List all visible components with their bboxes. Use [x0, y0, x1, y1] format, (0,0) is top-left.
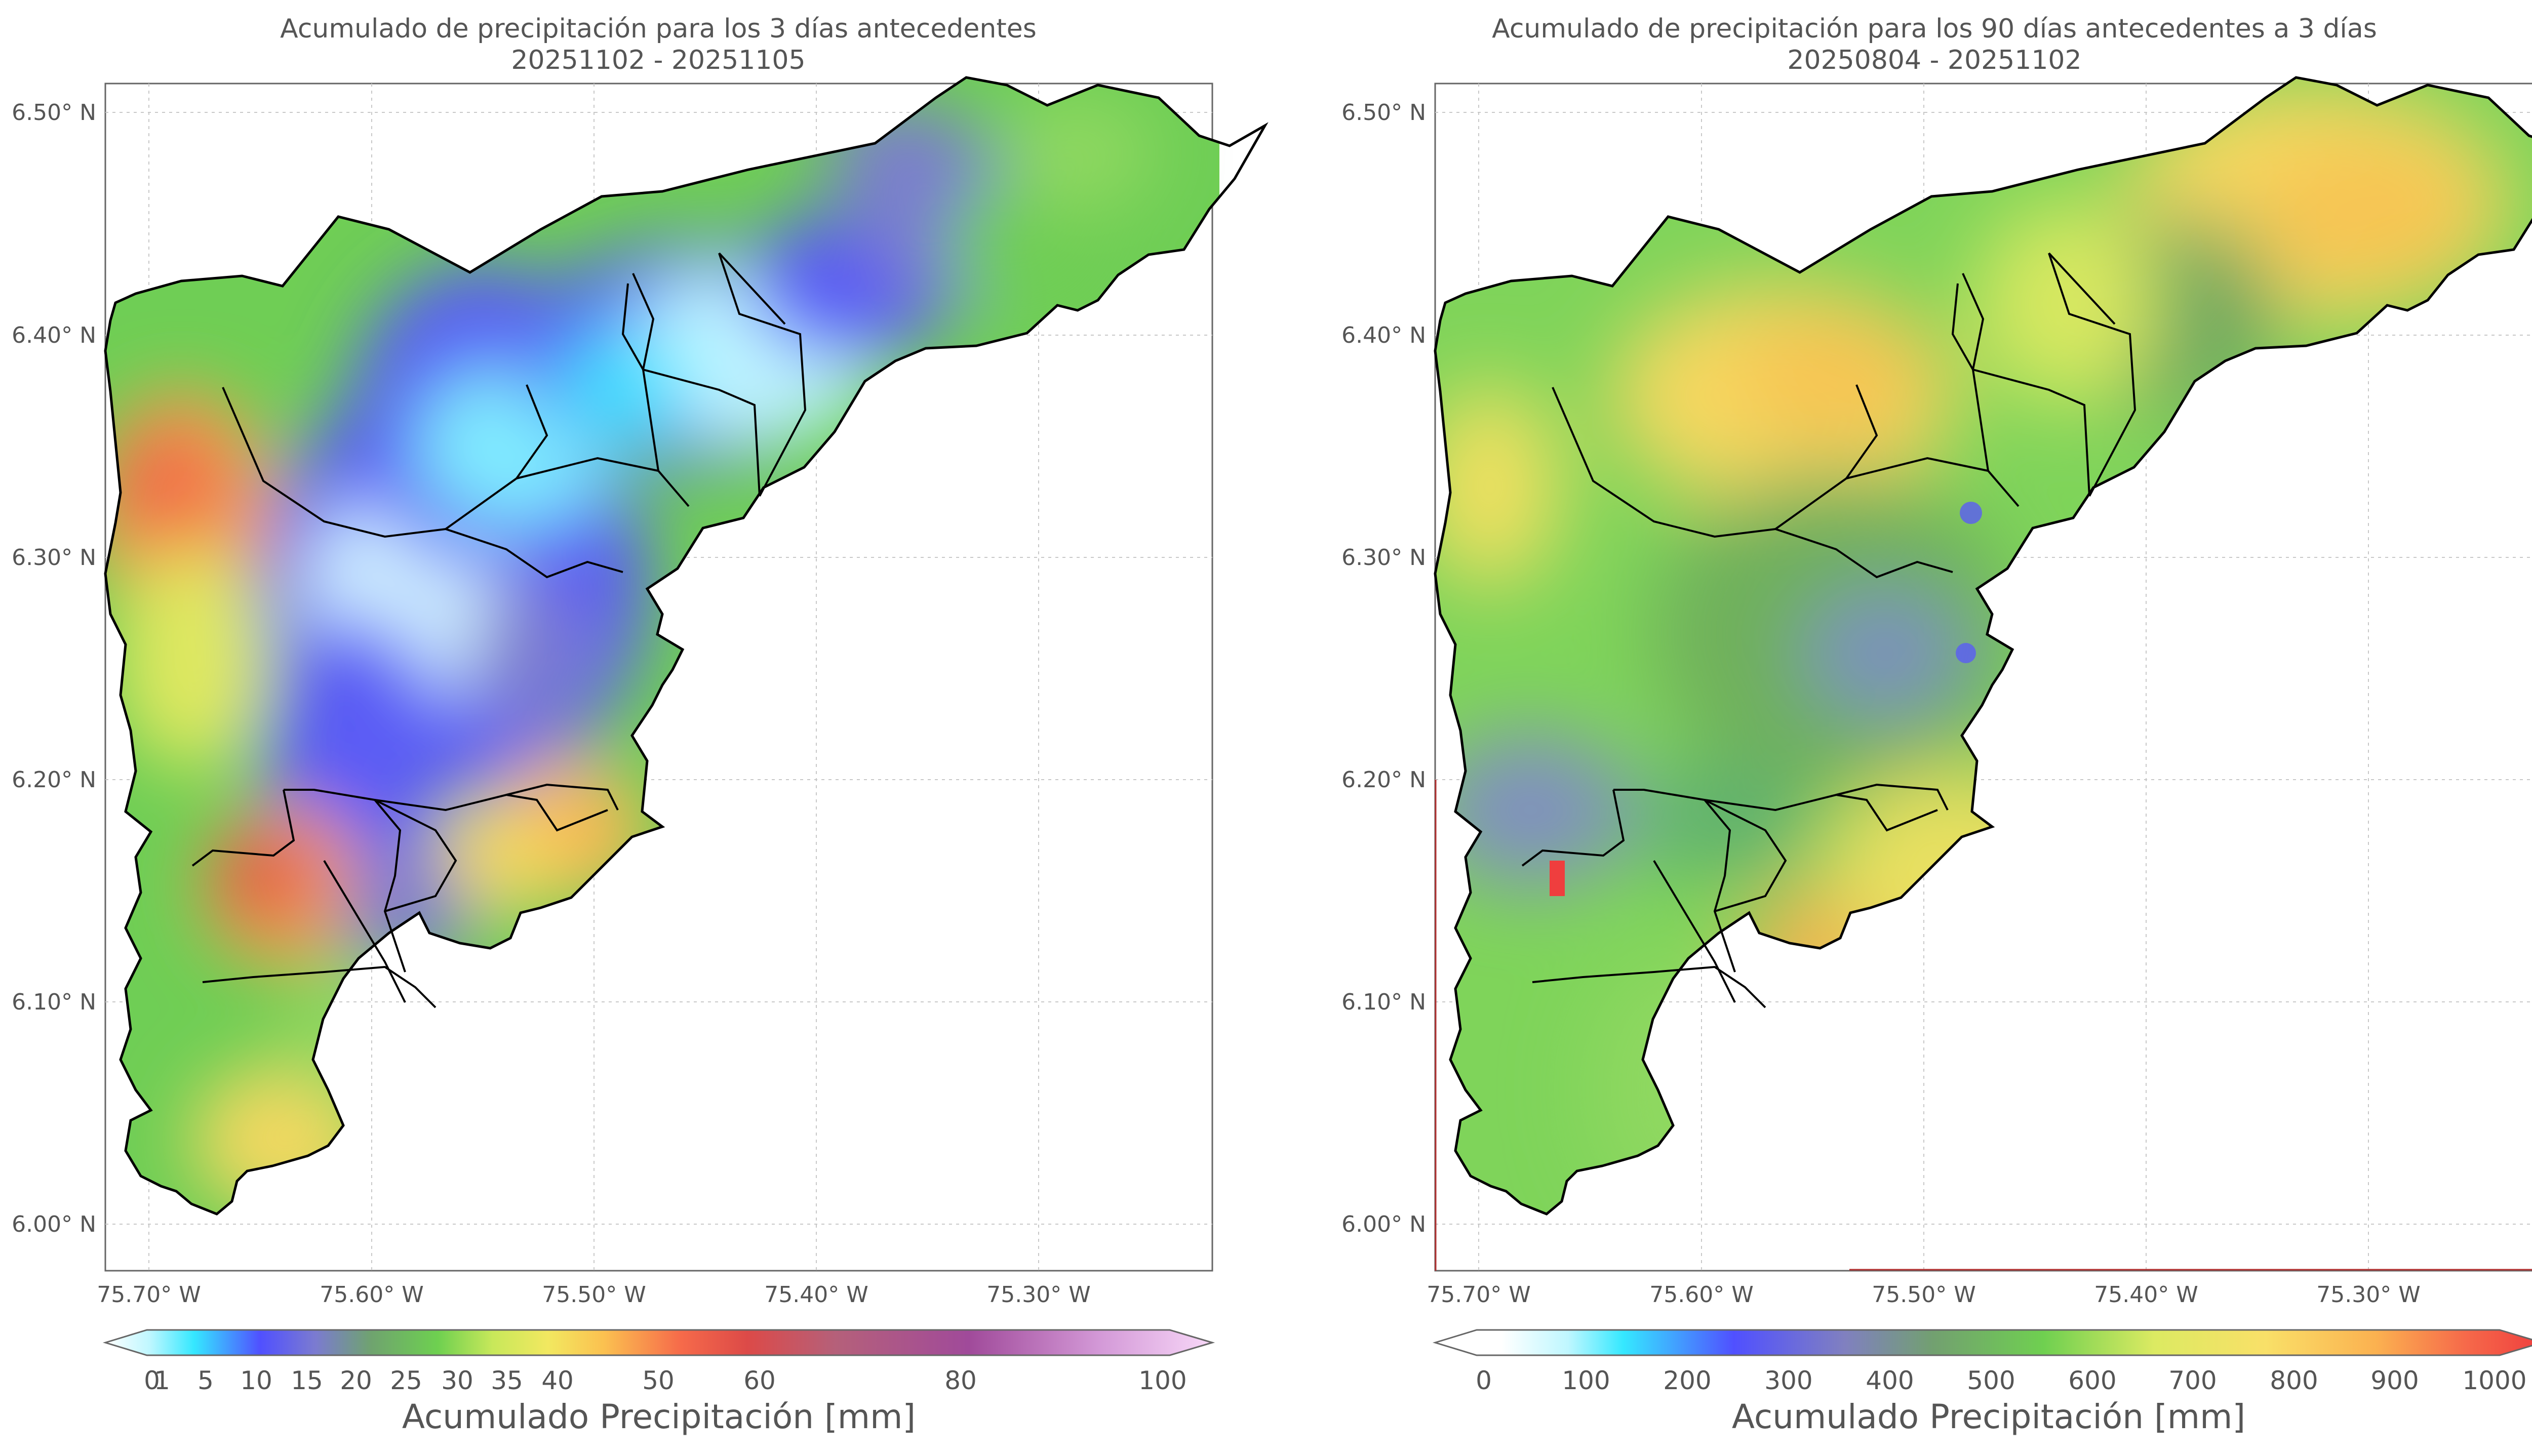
- left-cb-tick: 0: [144, 1366, 160, 1395]
- left-cb-tick: 30: [441, 1366, 473, 1395]
- right-lat-tick: 6.50° N: [1341, 100, 1426, 126]
- left-lat-tick: 6.10° N: [12, 989, 96, 1015]
- right-lon-tick: 75.50° W: [1872, 1282, 1975, 1308]
- right-hotspot: [1550, 861, 1565, 896]
- left-cb-tick: 15: [291, 1366, 323, 1395]
- right-lon-tick: 75.30° W: [2316, 1282, 2420, 1308]
- right-lon-ticks: 75.70° W 75.60° W 75.50° W 75.40° W 75.3…: [1427, 1282, 2420, 1308]
- left-cb-tick: 1: [154, 1366, 170, 1395]
- left-cb-tick: 5: [197, 1366, 214, 1395]
- left-cb-tick: 50: [642, 1366, 675, 1395]
- right-cb-tick: 0: [1476, 1366, 1492, 1395]
- right-lon-tick: 75.70° W: [1427, 1282, 1530, 1308]
- left-cb-tick: 25: [390, 1366, 422, 1395]
- right-lon-tick: 75.40° W: [2094, 1282, 2198, 1308]
- left-subbasin-lines: [191, 252, 807, 1008]
- right-title: Acumulado de precipitación para los 90 d…: [1377, 13, 2491, 76]
- right-title-line1: Acumulado de precipitación para los 90 d…: [1492, 14, 2377, 44]
- right-cb-tick: 800: [2270, 1366, 2318, 1395]
- right-lat-tick: 6.40° N: [1341, 322, 1426, 348]
- right-colorbar: [1432, 1329, 2532, 1356]
- left-lat-tick: 6.00° N: [12, 1211, 96, 1237]
- right-colorbar-bar: [1432, 1329, 2532, 1356]
- right-cb-tick: 400: [1866, 1366, 1914, 1395]
- right-cb-tick: 700: [2168, 1366, 2217, 1395]
- right-title-line2: 20250804 - 20251102: [1787, 45, 2082, 75]
- right-lat-ticks: 6.50° N 6.40° N 6.30° N 6.20° N 6.10° N …: [1341, 100, 1426, 1237]
- right-cb-tick: 200: [1663, 1366, 1712, 1395]
- right-cb-tick: 300: [1764, 1366, 1813, 1395]
- right-cb-tick: 100: [1562, 1366, 1610, 1395]
- left-cb-tick: 20: [340, 1366, 372, 1395]
- right-lat-tick: 6.10° N: [1341, 989, 1426, 1015]
- right-colorbar-label: Acumulado Precipitación [mm]: [1731, 1397, 2246, 1436]
- left-lat-tick: 6.40° N: [12, 322, 96, 348]
- right-cb-tick: 500: [1967, 1366, 2015, 1395]
- left-title-line2: 20251102 - 20251105: [511, 45, 806, 75]
- right-lat-tick: 6.00° N: [1341, 1211, 1426, 1237]
- left-cb-tick: 100: [1138, 1366, 1187, 1395]
- left-lon-tick: 75.30° W: [986, 1282, 1090, 1308]
- right-lat-tick: 6.30° N: [1341, 545, 1426, 571]
- right-lat-tick: 6.20° N: [1341, 767, 1426, 793]
- left-lat-tick: 6.30° N: [12, 545, 96, 571]
- right-cb-tick: 900: [2370, 1366, 2419, 1395]
- left-lon-ticks: 75.70° W 75.60° W 75.50° W 75.40° W 75.3…: [97, 1282, 1090, 1308]
- left-lat-ticks: 6.50° N 6.40° N 6.30° N 6.20° N 6.10° N …: [12, 100, 96, 1237]
- left-colorbar-bar: [102, 1329, 1215, 1356]
- left-cb-tick: 10: [240, 1366, 272, 1395]
- right-cb-tick: 1000: [2462, 1366, 2527, 1395]
- left-lat-tick: 6.50° N: [12, 100, 96, 126]
- right-subbasin-lines: [1521, 252, 2137, 1008]
- right-map: 6.50° N 6.40° N 6.30° N 6.20° N 6.10° N …: [1341, 0, 2532, 1356]
- left-lon-tick: 75.40° W: [764, 1282, 868, 1308]
- left-cb-tick: 35: [491, 1366, 523, 1395]
- left-lon-tick: 75.50° W: [542, 1282, 646, 1308]
- left-map: 6.50° N 6.40° N 6.30° N 6.20° N 6.10° N …: [12, 0, 1277, 1356]
- left-colorbar: [102, 1329, 1215, 1356]
- left-cb-tick: 60: [743, 1366, 776, 1395]
- left-cb-tick: 80: [944, 1366, 977, 1395]
- left-title: Acumulado de precipitación para los 3 dí…: [101, 13, 1215, 76]
- left-cb-tick: 40: [541, 1366, 574, 1395]
- left-lat-tick: 6.20° N: [12, 767, 96, 793]
- right-lon-tick: 75.60° W: [1649, 1282, 1753, 1308]
- left-lon-tick: 75.60° W: [320, 1282, 423, 1308]
- left-lon-tick: 75.70° W: [97, 1282, 201, 1308]
- left-title-line1: Acumulado de precipitación para los 3 dí…: [280, 14, 1037, 44]
- right-cb-tick: 600: [2068, 1366, 2117, 1395]
- left-colorbar-label: Acumulado Precipitación [mm]: [402, 1397, 916, 1436]
